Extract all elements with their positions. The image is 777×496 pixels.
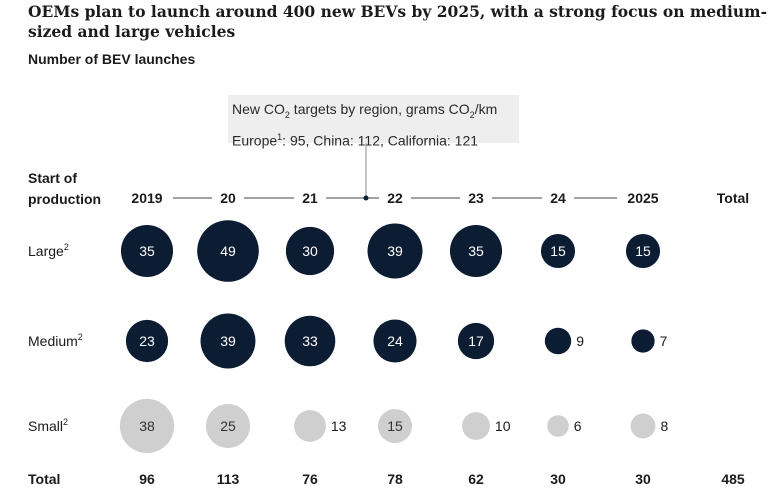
annotation-line-1: New CO2 targets by region, grams CO2/km [232, 101, 498, 120]
bubble-medium-21 [284, 315, 336, 367]
total-value-21: 76 [302, 471, 318, 487]
bubble-large-21 [285, 226, 335, 276]
total-value-24: 30 [550, 471, 566, 487]
total-value-20: 113 [217, 471, 240, 487]
column-header-20: 20 [220, 190, 236, 206]
bubble-medium-2025 [631, 329, 655, 353]
annotation-line-2: Europe1: 95, China: 112, California: 121 [232, 131, 479, 149]
bubble-value-label: 15 [387, 418, 403, 434]
total-value-2019: 96 [139, 471, 155, 487]
column-header-total: Total [717, 190, 749, 206]
bubble-small-24 [547, 415, 569, 437]
bubble-value-label: 13 [331, 418, 347, 434]
row-label-small: Small2 [28, 417, 68, 434]
bubble-value-label: 49 [220, 243, 236, 259]
column-header-23: 23 [468, 190, 484, 206]
bubble-large-24 [540, 233, 576, 269]
grand-total-value: 485 [721, 471, 745, 487]
bubble-small-21 [294, 410, 326, 442]
bubble-value-label: 38 [139, 418, 155, 434]
chart-title: OEMs plan to launch around 400 new BEVs … [28, 2, 767, 41]
bubble-small-23 [462, 412, 490, 440]
bubble-value-label: 39 [387, 243, 403, 259]
column-header-2019: 2019 [131, 190, 162, 206]
bubble-value-label: 7 [660, 333, 668, 349]
bubble-medium-23 [457, 322, 495, 360]
column-header-24: 24 [550, 190, 566, 206]
row-header-line-1: Start of [28, 170, 77, 186]
total-value-2025: 30 [635, 471, 651, 487]
bubble-value-label: 9 [576, 333, 584, 349]
total-value-23: 62 [468, 471, 484, 487]
co2-targets-annotation: New CO2 targets by region, grams CO2/km … [228, 95, 519, 148]
bubble-value-label: 17 [468, 333, 484, 349]
bubble-small-20 [206, 404, 250, 448]
chart-subtitle: Number of BEV launches [28, 51, 196, 67]
column-header-22: 22 [387, 190, 403, 206]
bubble-medium-2019 [125, 319, 169, 363]
total-value-22: 78 [387, 471, 403, 487]
column-header-2025: 2025 [627, 190, 658, 206]
bubble-small-2019 [119, 398, 175, 454]
bubble-small-22 [377, 408, 413, 444]
bubble-large-20 [197, 220, 259, 282]
bubble-large-22 [367, 223, 423, 279]
bubble-value-label: 6 [574, 418, 582, 434]
bubble-medium-22 [373, 319, 417, 363]
bubble-value-label: 25 [220, 418, 236, 434]
row-label-large: Large2 [28, 242, 69, 259]
column-header-21: 21 [302, 190, 318, 206]
bubble-value-label: 35 [468, 243, 484, 259]
bubble-large-2019 [120, 224, 174, 278]
totals-row-label: Total [28, 471, 60, 487]
bubble-large-2025 [625, 233, 661, 269]
bubble-large-23 [449, 224, 503, 278]
bubble-value-label: 15 [550, 243, 566, 259]
bubble-value-label: 39 [220, 333, 236, 349]
bubble-value-label: 15 [635, 243, 651, 259]
annotation-marker-dot [363, 195, 369, 201]
bubble-small-2025 [630, 413, 656, 439]
bubble-value-label: 10 [495, 418, 511, 434]
bubble-value-label: 33 [302, 333, 318, 349]
row-header-line-2: production [28, 191, 101, 207]
bubble-value-label: 24 [387, 333, 403, 349]
row-label-medium: Medium2 [28, 332, 83, 349]
bubble-value-label: 35 [139, 243, 155, 259]
bubble-value-label: 8 [660, 418, 668, 434]
bubble-medium-24 [544, 327, 572, 355]
bubble-medium-20 [200, 313, 256, 369]
bubble-value-label: 23 [139, 333, 155, 349]
bubble-value-label: 30 [302, 243, 318, 259]
